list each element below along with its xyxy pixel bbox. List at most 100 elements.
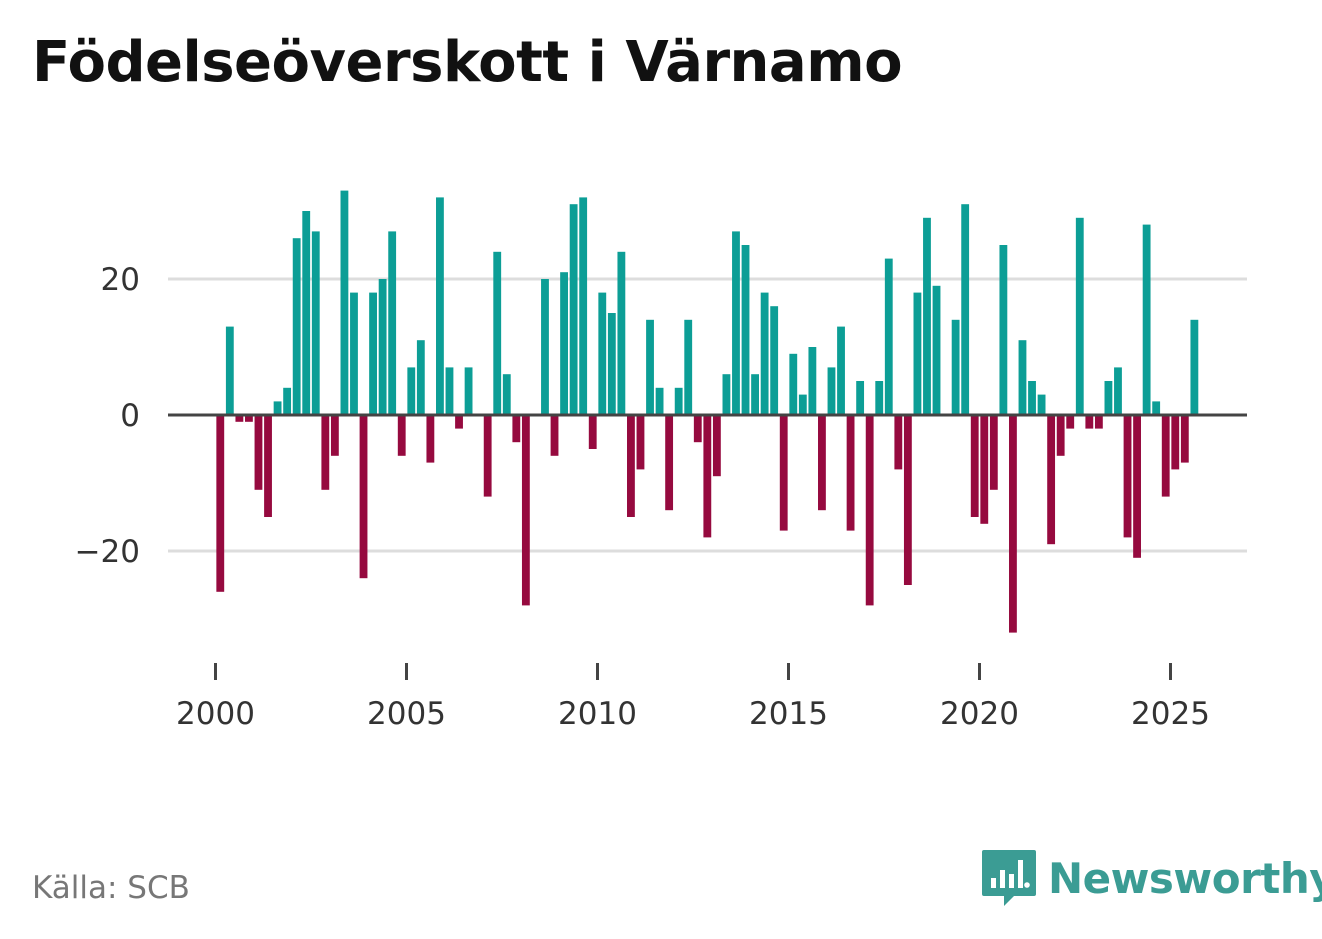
bar <box>445 367 454 415</box>
bar <box>302 211 311 415</box>
x-tick-label: 2020 <box>940 696 1019 732</box>
bar <box>779 415 788 531</box>
bar <box>837 326 845 415</box>
bar <box>330 415 339 456</box>
bar <box>923 217 931 415</box>
bar <box>1123 415 1132 538</box>
bar <box>464 367 473 415</box>
bar <box>1133 415 1141 558</box>
y-tick-label: −20 <box>75 534 140 570</box>
bar <box>703 415 712 538</box>
bar <box>693 415 702 443</box>
bar <box>541 279 549 415</box>
bar <box>865 415 874 606</box>
bar <box>254 415 263 490</box>
brand-name: Newsworthy <box>1048 853 1322 903</box>
bar <box>665 415 674 511</box>
bar <box>1047 415 1056 545</box>
bar <box>894 415 903 470</box>
bar <box>636 415 645 470</box>
bar <box>560 272 568 415</box>
x-tick-label: 2015 <box>749 696 828 732</box>
newsworthy-logo-icon <box>982 850 1036 906</box>
bar <box>369 292 377 415</box>
bar <box>961 204 970 415</box>
bar <box>512 415 521 443</box>
bar <box>455 415 463 429</box>
x-tick-label: 2010 <box>558 696 637 732</box>
chart-title: Födelseöverskott i Värnamo <box>32 30 903 95</box>
bar <box>579 197 588 415</box>
bar <box>588 415 597 449</box>
bar <box>712 415 721 477</box>
bar <box>397 415 406 456</box>
x-tick-label: 2025 <box>1131 696 1210 732</box>
y-tick-label: 0 <box>120 398 140 434</box>
bar <box>235 415 244 422</box>
bar <box>913 292 922 415</box>
bar <box>407 367 416 415</box>
bar <box>722 374 731 415</box>
bar <box>1114 367 1122 415</box>
bar <box>989 415 998 490</box>
bar <box>827 367 836 415</box>
bar <box>225 326 234 415</box>
bar <box>245 415 253 422</box>
bar <box>1171 415 1180 470</box>
bar <box>617 251 626 415</box>
bar <box>502 374 511 415</box>
bar <box>388 231 397 415</box>
bar <box>789 353 798 415</box>
bar <box>684 319 693 415</box>
bar <box>655 387 664 415</box>
bar <box>770 306 779 415</box>
bar <box>359 415 368 579</box>
y-tick-label: 20 <box>101 262 140 298</box>
bar <box>273 401 282 415</box>
newsworthy-brand[interactable]: Newsworthy <box>980 848 1322 908</box>
bar <box>1018 340 1027 415</box>
bar <box>483 415 492 497</box>
bar <box>875 381 884 415</box>
bar <box>436 197 444 415</box>
bar <box>856 381 865 415</box>
bar <box>999 245 1008 415</box>
bar <box>884 258 893 415</box>
bar <box>550 415 559 456</box>
bar <box>521 415 530 606</box>
bar <box>264 415 272 517</box>
bar <box>798 394 807 415</box>
bar <box>732 231 740 415</box>
bar <box>1028 381 1036 415</box>
bar <box>818 415 826 511</box>
bar <box>292 238 301 415</box>
bar <box>741 245 750 415</box>
bar <box>1190 319 1199 415</box>
bar <box>340 190 349 415</box>
bar <box>283 387 292 415</box>
bar <box>1152 401 1161 415</box>
x-tick-label: 2000 <box>176 696 255 732</box>
bar <box>846 415 855 531</box>
bar <box>674 387 683 415</box>
bar <box>932 285 941 415</box>
bar <box>1085 415 1094 429</box>
bar <box>1180 415 1189 463</box>
bar <box>598 292 607 415</box>
x-tick-label: 2005 <box>367 696 446 732</box>
bar <box>1161 415 1170 497</box>
axis-layer: −20 0 20 2000 2005 2010 2015 2020 2025 <box>75 262 1247 732</box>
source-label: Källa: SCB <box>32 870 190 906</box>
bar <box>1066 415 1075 429</box>
bar <box>350 292 358 415</box>
bar <box>970 415 979 517</box>
bar <box>493 251 502 415</box>
bar <box>1104 381 1113 415</box>
bar <box>216 415 225 592</box>
bar <box>311 231 320 415</box>
bar <box>1142 224 1151 415</box>
bar-chart: −20 0 20 2000 2005 2010 2015 2020 2025 <box>75 190 1247 732</box>
bar <box>1056 415 1065 456</box>
bar <box>1094 415 1103 429</box>
bar <box>627 415 635 517</box>
